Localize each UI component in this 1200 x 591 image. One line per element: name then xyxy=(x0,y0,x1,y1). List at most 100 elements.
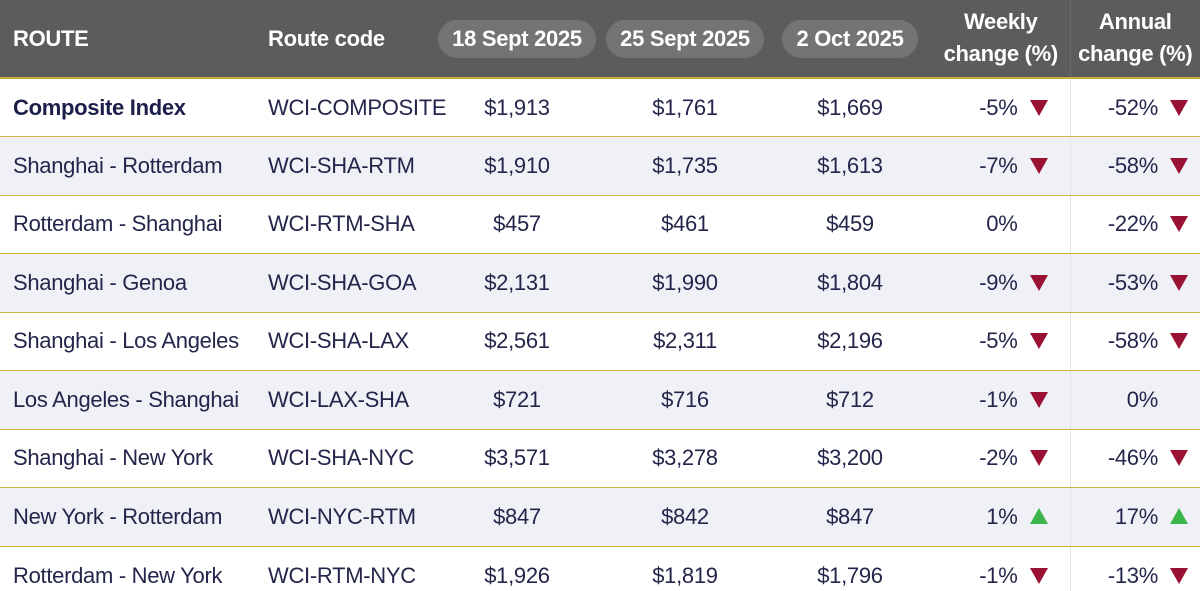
table-body: Composite Index WCI-COMPOSITE $1,913 $1,761… xyxy=(0,78,1200,591)
date-2-pill: 25 Sept 2025 xyxy=(606,19,764,58)
route-code: WCI-SHA-RTM xyxy=(252,136,432,196)
annual-change-value: -53% xyxy=(1107,269,1158,295)
weekly-change-value: -9% xyxy=(979,269,1018,295)
triangle-down-icon xyxy=(1029,450,1048,467)
rate-18-sept: $2,561 xyxy=(432,312,602,371)
route-code: WCI-RTM-SHA xyxy=(252,195,432,254)
annual-change-value: -52% xyxy=(1107,94,1158,120)
annual-change: -13% xyxy=(1069,546,1200,591)
annual-change-value: -58% xyxy=(1107,152,1158,178)
route-code: WCI-NYC-RTM xyxy=(252,487,432,547)
weekly-change: -5% xyxy=(932,312,1070,371)
triangle-down-icon xyxy=(1170,99,1188,116)
annual-change: 17% xyxy=(1069,487,1200,547)
rate-2-oct: $1,613 xyxy=(768,136,932,196)
route-code: WCI-SHA-GOA xyxy=(252,253,432,313)
header-annual-change: Annual change (%) xyxy=(1069,0,1200,79)
date-3-pill: 2 Oct 2025 xyxy=(782,19,918,58)
rate-18-sept: $1,910 xyxy=(432,136,602,196)
annual-change-value: -22% xyxy=(1107,211,1158,237)
date-1-pill: 18 Sept 2025 xyxy=(438,19,596,58)
rate-2-oct: $459 xyxy=(768,195,932,254)
annual-change: -22% xyxy=(1069,195,1200,254)
rate-2-oct: $1,796 xyxy=(817,562,883,588)
table-row: Rotterdam - Shanghai WCI-RTM-SHA $457 $461 $… xyxy=(0,195,1200,254)
weekly-change-value: -5% xyxy=(979,328,1018,354)
annual-change-value: -13% xyxy=(1107,562,1158,588)
header-row: ROUTE Route code 18 Sept 2025 25 Sept 20… xyxy=(0,0,1200,79)
triangle-down-icon xyxy=(1029,157,1048,174)
rate-2-oct: $1,804 xyxy=(768,253,932,313)
route-name: Shanghai - New York xyxy=(0,429,252,488)
table-row: New York - Rotterdam WCI-NYC-RTM $847 $842 $… xyxy=(0,487,1200,547)
table-row: Shanghai - Genoa WCI-SHA-GOA $2,131 $1,990 $… xyxy=(0,253,1200,313)
table-row: Rotterdam - New York WCI-RTM-NYC $1,926 $1,… xyxy=(0,546,1200,591)
route-name: New York - Rotterdam xyxy=(0,487,252,547)
rate-18-sept: $847 xyxy=(432,487,602,547)
weekly-change: -1% xyxy=(932,370,1070,430)
rate-25-sept: $1,990 xyxy=(602,253,768,313)
triangle-up-icon xyxy=(1170,507,1188,524)
rate-2-oct: $1,669 xyxy=(768,78,932,137)
annual-change: -46% xyxy=(1069,429,1200,488)
triangle-down-icon xyxy=(1029,274,1048,291)
table-row: Shanghai - Rotterdam WCI-SHA-RTM $1,910 $1,… xyxy=(0,136,1200,196)
annual-change: -53% xyxy=(1069,253,1200,313)
annual-change-value: 17% xyxy=(1114,503,1158,529)
header-date-2: 25 Sept 2025 xyxy=(602,0,768,79)
weekly-change: -1% xyxy=(932,546,1070,591)
rate-25-sept: $3,278 xyxy=(602,429,768,488)
rate-2-oct: $847 xyxy=(768,487,932,547)
weekly-change: -9% xyxy=(932,253,1070,313)
triangle-up-icon xyxy=(1029,507,1048,524)
rate-18-sept: $2,131 xyxy=(432,253,602,313)
annual-change-value: 0% xyxy=(1126,386,1159,412)
rate-25-sept: $2,311 xyxy=(602,312,768,371)
weekly-change: 1% xyxy=(932,487,1070,547)
rate-25-sept: $1,735 xyxy=(602,136,768,196)
weekly-change-value: -1% xyxy=(979,562,1018,588)
rate-18-sept: $1,926 xyxy=(484,562,550,588)
triangle-down-icon xyxy=(1170,567,1188,584)
rate-18-sept: $457 xyxy=(432,195,602,254)
triangle-down-icon xyxy=(1029,391,1048,408)
table-header: ROUTE Route code 18 Sept 2025 25 Sept 20… xyxy=(0,0,1200,79)
rate-25-sept: $842 xyxy=(602,487,768,547)
weekly-change: -7% xyxy=(932,136,1070,196)
route-name: Shanghai - Genoa xyxy=(0,253,252,313)
route-code: WCI-SHA-NYC xyxy=(252,429,432,488)
table-row: Shanghai - Los Angeles WCI-SHA-LAX $2,561 $… xyxy=(0,312,1200,371)
weekly-change-value: -2% xyxy=(979,445,1018,471)
header-route-code: Route code xyxy=(252,0,432,79)
rate-18-sept: $721 xyxy=(432,370,602,430)
weekly-change-value: 1% xyxy=(986,503,1018,529)
weekly-change: 0% xyxy=(932,195,1070,254)
annual-change-value: -58% xyxy=(1107,328,1158,354)
route-code: WCI-LAX-SHA xyxy=(252,370,432,430)
table-row: Composite Index WCI-COMPOSITE $1,913 $1,761… xyxy=(0,78,1200,137)
weekly-change: -2% xyxy=(932,429,1070,488)
rate-2-oct: $3,200 xyxy=(768,429,932,488)
rate-2-oct: $2,196 xyxy=(768,312,932,371)
table-row: Shanghai - New York WCI-SHA-NYC $3,571 $3,2… xyxy=(0,429,1200,488)
route-code: WCI-RTM-NYC xyxy=(268,562,416,588)
weekly-change: -5% xyxy=(932,78,1070,137)
route-name: Shanghai - Los Angeles xyxy=(0,312,252,371)
route-name: Shanghai - Rotterdam xyxy=(0,136,252,196)
header-date-1: 18 Sept 2025 xyxy=(432,0,602,79)
triangle-down-icon xyxy=(1029,333,1048,350)
table-row: Los Angeles - Shanghai WCI-LAX-SHA $721 $71… xyxy=(0,370,1200,430)
triangle-down-icon xyxy=(1029,567,1048,584)
annual-change: -58% xyxy=(1069,312,1200,371)
route-name: Los Angeles - Shanghai xyxy=(0,370,252,430)
rate-18-sept: $1,913 xyxy=(432,78,602,137)
weekly-change-value: 0% xyxy=(986,211,1018,237)
route-name: Rotterdam - New York xyxy=(13,562,223,588)
rate-25-sept: $1,819 xyxy=(652,562,718,588)
header-weekly-change: Weekly change (%) xyxy=(932,0,1070,79)
rate-25-sept: $716 xyxy=(602,370,768,430)
weekly-change-value: -5% xyxy=(979,94,1018,120)
route-code: WCI-SHA-LAX xyxy=(252,312,432,371)
route-name: Composite Index xyxy=(0,78,252,137)
annual-change: 0% xyxy=(1069,370,1200,430)
